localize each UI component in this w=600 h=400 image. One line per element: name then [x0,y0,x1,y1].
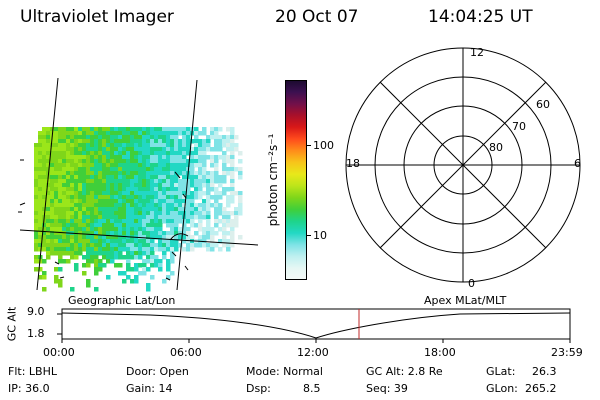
status-glon-label: GLon: [486,382,518,395]
grid-line [19,229,259,246]
status-glat-label: GLat: [486,365,516,378]
orbit-xtick-0000: 00:00 [43,346,75,359]
geographic-grid-lines [19,77,259,291]
mlat-label-60: 60 [536,98,550,111]
colorbar-tick-100: 100 [313,139,334,152]
mlt-label-12: 12 [470,46,484,59]
mlat-label-70: 70 [512,120,526,133]
auroral-image-pixels [34,127,243,292]
mlat-label-80: 80 [489,141,503,154]
orbit-x-ticks [61,339,571,343]
colorbar-tick [307,235,311,236]
orbit-left-label: Geographic Lat/Lon [68,294,176,307]
status-mode: Mode: Normal [246,365,323,378]
instrument-title: Ultraviolet Imager [20,7,174,27]
polar-diagonal [379,81,547,249]
status-glat-value: 26.3 [532,365,557,378]
status-glon-value: 265.2 [525,382,557,395]
status-door: Door: Open [126,365,189,378]
orbit-right-label: Apex MLat/MLT [424,294,507,307]
orbit-ytick-9: 9.0 [27,305,45,318]
grid-line [36,77,59,291]
status-seq: Seq: 39 [366,382,408,395]
colorbar [285,80,307,280]
time-label: 14:04:25 UT [428,7,533,27]
orbit-xtick-0600: 06:00 [170,346,202,359]
grid-tick-marks [18,159,189,281]
mlt-label-0: 0 [468,277,475,290]
orbit-altitude-curve [61,312,571,339]
status-dsp-label: Dsp: [246,382,271,395]
colorbar-tick-10: 10 [313,229,327,242]
date-label: 20 Oct 07 [275,7,359,27]
mlt-label-18: 18 [346,157,360,170]
orbit-xtick-2359: 23:59 [551,346,583,359]
mlt-label-6: 6 [574,157,581,170]
orbit-ytick-1-8: 1.8 [27,327,45,340]
orbit-y-ticks [57,313,62,335]
status-ip: IP: 36.0 [8,382,50,395]
orbit-axis-title: GC Alt [5,306,19,342]
status-gc-alt: GC Alt: 2.8 Re [366,365,443,378]
orbit-xtick-1200: 12:00 [297,346,329,359]
status-dsp-value: 8.5 [303,382,321,395]
grid-line [176,79,198,291]
orbit-xtick-1800: 18:00 [424,346,456,359]
grid-line [169,233,189,241]
status-filter: Flt: LBHL [8,365,57,378]
colorbar-tick [307,145,311,146]
status-gain: Gain: 14 [126,382,173,395]
